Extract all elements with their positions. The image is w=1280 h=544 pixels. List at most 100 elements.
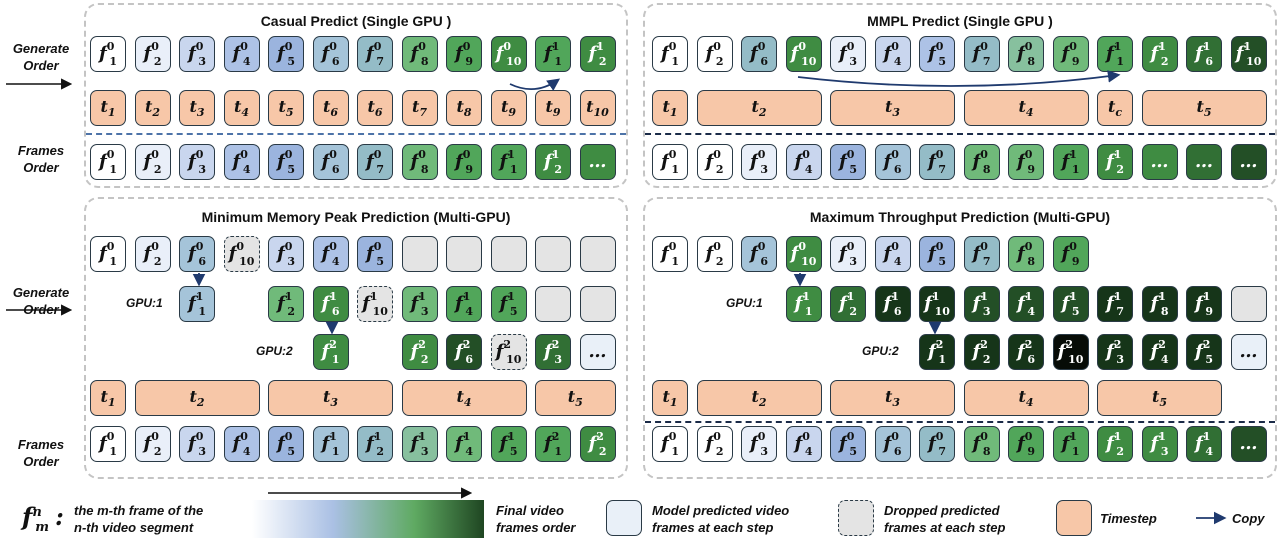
frame-index: 3 — [420, 305, 429, 319]
frame-segment: 1 — [418, 429, 426, 443]
frame-index: 3 — [849, 55, 858, 69]
frame-index: 6 — [893, 163, 902, 177]
timestep-label: t4 — [456, 386, 472, 410]
frame-segment: 0 — [935, 147, 944, 161]
copy-description: Copy — [1232, 511, 1265, 526]
timestep-label: t8 — [456, 96, 472, 120]
frame-label: f12 — [1105, 429, 1125, 459]
panel-mmpl-predict: MMPL Predict (Single GPU ) — [643, 3, 1277, 188]
gradient-bar — [252, 500, 484, 538]
frame-label: f24 — [1150, 337, 1169, 367]
frame-segment: 1 — [980, 289, 988, 303]
frame-box: f06 — [179, 236, 215, 272]
timestep-box: t10 — [579, 90, 616, 126]
frame-index: 7 — [982, 255, 991, 269]
frame-index: 1 — [109, 55, 118, 69]
timestep-box: t2 — [696, 380, 822, 416]
frame-index: 2 — [420, 353, 429, 367]
frame-box: f05 — [830, 144, 866, 180]
frame-box: … — [1230, 426, 1267, 462]
frame-label: f05 — [838, 429, 858, 459]
frame-box: f14 — [446, 426, 482, 462]
frame-segment: 0 — [418, 39, 426, 53]
frame-label: f04 — [232, 39, 251, 69]
frame-box: f010 — [785, 36, 822, 72]
frame-index: 6 — [893, 305, 902, 319]
notation-desc-line: n-th video segment — [74, 520, 194, 535]
frame-index: 1 — [198, 305, 207, 319]
gradient-desc-line: frames order — [496, 520, 576, 535]
frame-index: 1 — [1116, 55, 1125, 69]
frame-box: f15 — [490, 286, 527, 322]
frame-box: f03 — [830, 236, 866, 272]
frame-index: 4 — [242, 445, 251, 459]
frame-label: f06 — [321, 147, 340, 177]
frame-index: 2 — [287, 305, 296, 319]
frame-label: f22 — [588, 429, 607, 459]
timestep-swatch — [1056, 500, 1092, 536]
frame-label: f03 — [187, 147, 207, 177]
frame-box: f01 — [652, 144, 688, 180]
frame-box: f11 — [535, 36, 571, 72]
frame-index: 9 — [465, 163, 474, 177]
frame-label: f16 — [1194, 39, 1214, 69]
frame-label: f05 — [838, 147, 858, 177]
frame-index: 3 — [849, 255, 858, 269]
frame-index: 1 — [671, 255, 680, 269]
frame-segment: 0 — [462, 147, 471, 161]
frame-label: f13 — [410, 429, 429, 459]
frame-index: 5 — [938, 255, 947, 269]
frame-index: 5 — [938, 55, 947, 69]
frame-index: 2 — [849, 305, 858, 319]
timestep-box: t5 — [1141, 90, 1267, 126]
empty-frame — [535, 286, 571, 322]
frame-segment: 0 — [1024, 147, 1033, 161]
frame-label: f05 — [276, 147, 296, 177]
frame-box: f13 — [963, 286, 1000, 322]
frame-label: f12 — [543, 147, 563, 177]
frame-index: 3 — [760, 445, 769, 459]
generate-order-label: Generate Order — [2, 40, 80, 74]
frame-segment: 0 — [668, 39, 677, 53]
frame-segment: 0 — [891, 239, 899, 253]
frame-box: f05 — [268, 36, 304, 72]
frame-segment: 0 — [284, 429, 293, 443]
timestep-index: 2 — [758, 106, 767, 120]
frame-index: 5 — [509, 305, 518, 319]
gradient-desc-line: Final video — [496, 503, 564, 518]
frame-segment: 0 — [195, 239, 204, 253]
frame-box: … — [1186, 144, 1222, 180]
timestep-index: 2 — [196, 396, 205, 410]
frame-segment: 1 — [802, 289, 810, 303]
frame-segment: 0 — [329, 147, 337, 161]
timestep-index: 8 — [463, 106, 472, 120]
timestep-label: t2 — [144, 96, 161, 120]
timestep-index: 3 — [892, 396, 901, 410]
frame-segment: 0 — [980, 147, 988, 161]
predicted-description: Model predicted video frames at each ste… — [652, 502, 789, 536]
frame-box: f01 — [90, 426, 126, 462]
panel-title: Maximum Throughput Prediction (Multi-GPU… — [809, 209, 1111, 225]
frame-segment: 0 — [329, 239, 337, 253]
frame-index: 7 — [376, 163, 385, 177]
frame-box: … — [1230, 334, 1267, 370]
frame-index: 2 — [715, 55, 724, 69]
frame-segment: 1 — [1243, 39, 1252, 53]
frame-index: 1 — [554, 445, 563, 459]
frame-label: f07 — [927, 429, 947, 459]
frame-segment: 0 — [757, 39, 766, 53]
frame-box: f02 — [134, 236, 171, 272]
frame-index: 8 — [420, 163, 429, 177]
frame-index: 4 — [1027, 305, 1036, 319]
frame-index: 1 — [938, 353, 947, 367]
frame-box: f06 — [741, 236, 777, 272]
frame-box: … — [579, 144, 616, 180]
frame-index: 5 — [287, 445, 296, 459]
frame-index: 3 — [198, 55, 207, 69]
timestep-index: 3 — [330, 396, 339, 410]
frame-box: f010 — [490, 36, 527, 72]
frame-box: … — [1230, 144, 1267, 180]
frame-box: f22 — [401, 334, 438, 370]
frame-segment: 0 — [935, 39, 944, 53]
timestep-label: t7 — [411, 96, 428, 120]
